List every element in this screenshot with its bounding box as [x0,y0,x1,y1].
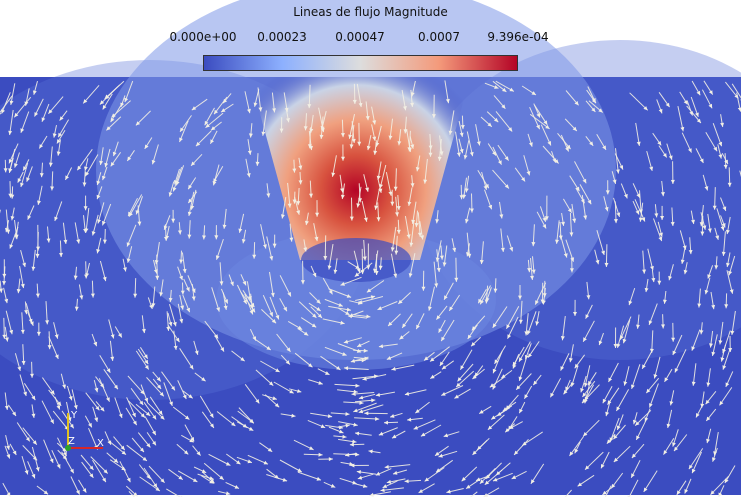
legend-tick-4: 9.396e-04 [487,30,548,44]
legend-tick-2: 0.00047 [335,30,385,44]
legend-title: Lineas de flujo Magnitude [0,5,741,19]
legend-tick-3: 0.0007 [418,30,460,44]
legend-tick-0: 0.000e+00 [169,30,236,44]
y-axis-label: Y [70,410,78,421]
legend-tick-1: 0.00023 [257,30,307,44]
z-axis-label: Z [68,436,75,447]
colorbar [203,55,518,71]
x-axis-label: X [97,438,104,449]
